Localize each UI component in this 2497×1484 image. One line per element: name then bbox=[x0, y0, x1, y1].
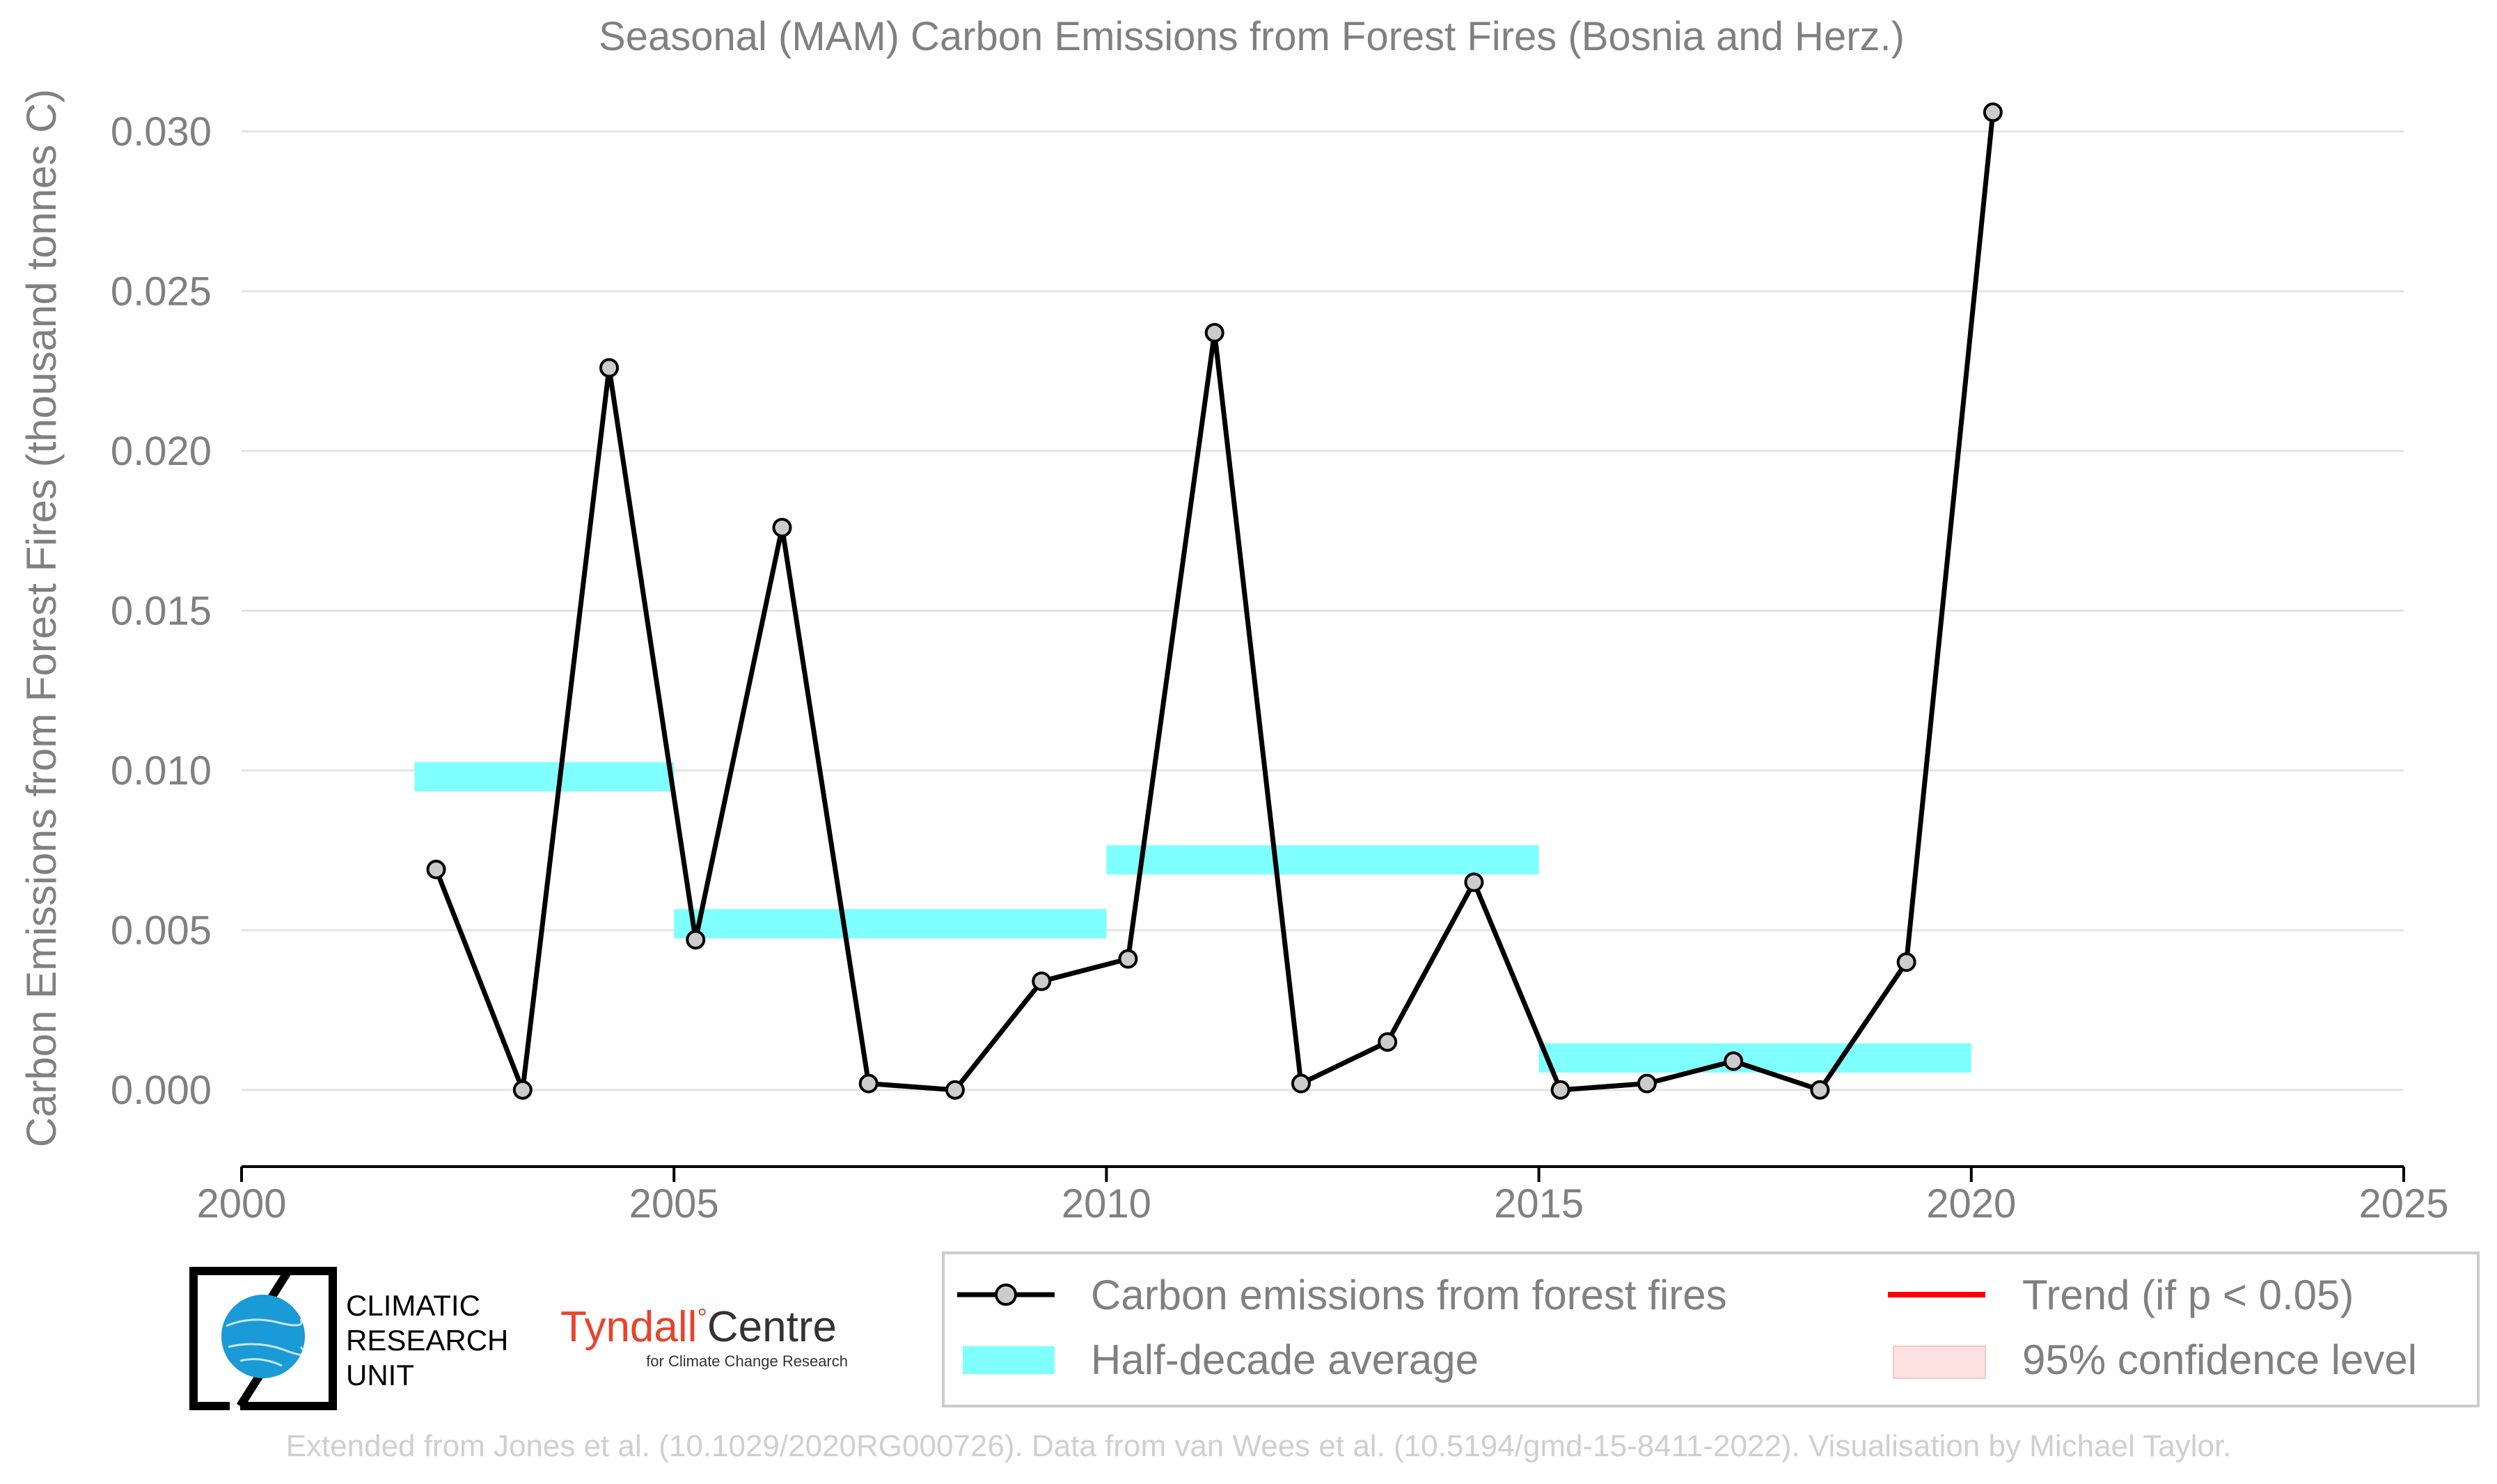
tyndall-degree: ° bbox=[697, 1303, 707, 1332]
series-line bbox=[434, 111, 1996, 1093]
legend: Carbon emissions from forest fires Trend… bbox=[942, 1252, 2480, 1407]
legend-box bbox=[942, 1252, 2480, 1407]
data-point bbox=[1118, 949, 1138, 969]
y-tick-label: 0.000 bbox=[111, 1068, 212, 1113]
legend-confidence-swatch bbox=[1893, 1345, 1986, 1379]
data-point bbox=[1637, 1073, 1657, 1094]
data-point bbox=[945, 1080, 965, 1100]
data-point bbox=[1550, 1080, 1570, 1100]
cru-frame-right bbox=[240, 1267, 337, 1410]
data-point bbox=[426, 860, 446, 880]
tyndall-logo: Tyndall°Centre for Climate Change Resear… bbox=[560, 1303, 848, 1370]
x-tick-label: 2015 bbox=[1494, 1181, 1584, 1226]
cru-logo-line-1: CLIMATIC bbox=[346, 1289, 480, 1322]
tyndall-name: Tyndall bbox=[560, 1303, 697, 1351]
data-point bbox=[1378, 1032, 1398, 1052]
legend-marker-swatch bbox=[995, 1284, 1017, 1306]
x-axis: 2000 2005 2010 2015 2020 2025 bbox=[196, 1165, 2449, 1226]
data-point bbox=[1291, 1073, 1311, 1094]
data-point bbox=[1983, 102, 2003, 123]
data-point bbox=[1724, 1051, 1744, 1071]
svg-text:Tyndall°Centre: Tyndall°Centre bbox=[560, 1303, 837, 1351]
legend-label-trend: Trend (if p < 0.05) bbox=[2022, 1272, 2354, 1318]
data-point bbox=[1464, 872, 1484, 892]
y-tick-label: 0.020 bbox=[111, 429, 212, 474]
data-point bbox=[1896, 952, 1916, 972]
data-point bbox=[599, 358, 620, 378]
chart-title: Seasonal (MAM) Carbon Emissions from For… bbox=[599, 14, 1905, 59]
data-point bbox=[686, 930, 706, 950]
y-tick-label: 0.015 bbox=[111, 588, 212, 633]
data-point bbox=[512, 1080, 533, 1100]
data-point bbox=[1204, 323, 1224, 343]
x-tick-label: 2005 bbox=[629, 1181, 719, 1226]
x-tick-label: 2010 bbox=[1062, 1181, 1151, 1226]
footer-credits: Extended from Jones et al. (10.1029/2020… bbox=[286, 1429, 2232, 1463]
data-point bbox=[858, 1073, 879, 1094]
half-decade-average-bar bbox=[1106, 845, 1539, 875]
legend-label-average: Half-decade average bbox=[1091, 1336, 1479, 1383]
cru-logo-line-3: UNIT bbox=[346, 1359, 414, 1391]
legend-average-swatch bbox=[963, 1346, 1055, 1374]
y-tick-label: 0.010 bbox=[111, 748, 212, 794]
y-tick-label: 0.025 bbox=[111, 269, 212, 314]
data-point bbox=[1032, 971, 1052, 991]
data-point bbox=[1810, 1080, 1830, 1100]
tyndall-subtitle: for Climate Change Research bbox=[646, 1352, 848, 1370]
x-tick-label: 2000 bbox=[196, 1181, 286, 1226]
cru-frame-left bbox=[189, 1267, 284, 1410]
y-axis-label: Carbon Emissions from Forest Fires (thou… bbox=[18, 89, 65, 1148]
y-axis-ticks: 0.000 0.005 0.010 0.015 0.020 0.025 0.030 bbox=[111, 109, 212, 1113]
half-decade-average-bar bbox=[414, 762, 675, 792]
y-tick-label: 0.030 bbox=[111, 109, 212, 155]
emissions-series bbox=[426, 102, 2003, 1100]
legend-label-emissions: Carbon emissions from forest fires bbox=[1091, 1272, 1727, 1318]
globe-contour-icon bbox=[226, 1318, 306, 1367]
data-point bbox=[772, 518, 792, 538]
tyndall-centre: Centre bbox=[707, 1303, 837, 1351]
legend-label-confidence: 95% confidence level bbox=[2022, 1336, 2417, 1383]
globe-icon bbox=[221, 1295, 305, 1378]
cru-logo-line-2: RESEARCH bbox=[346, 1324, 508, 1357]
x-tick-label: 2020 bbox=[1926, 1181, 2016, 1226]
half-decade-average-bar bbox=[674, 909, 1107, 939]
y-tick-label: 0.005 bbox=[111, 908, 212, 953]
half-decade-average-bands bbox=[414, 762, 1971, 1073]
x-tick-label: 2025 bbox=[2358, 1181, 2448, 1226]
cru-logo: CLIMATIC RESEARCH UNIT bbox=[189, 1267, 508, 1410]
grid-lines bbox=[242, 130, 2404, 1091]
